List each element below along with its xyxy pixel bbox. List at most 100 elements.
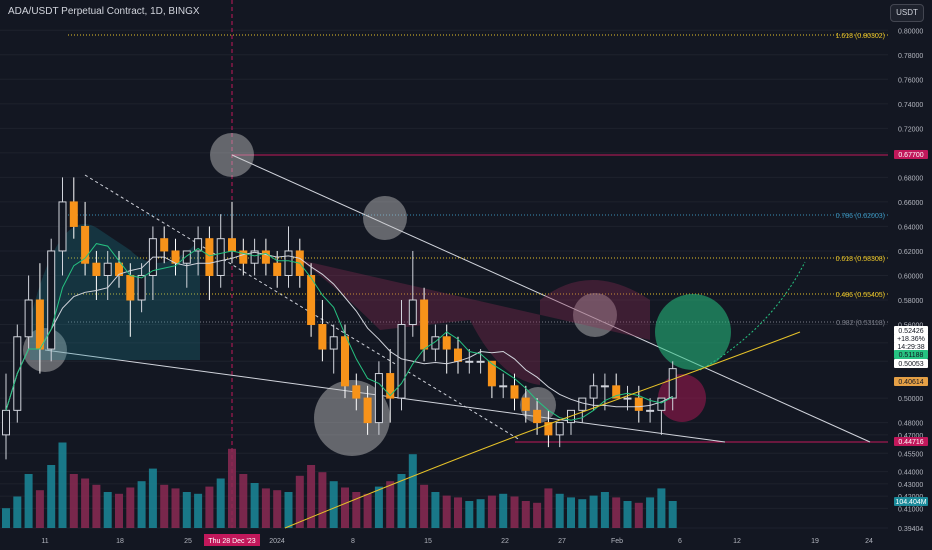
price-tick-label: 0.45500 xyxy=(898,451,923,458)
volume-bar xyxy=(408,454,417,528)
fib-labels: 1.618 (0.80302) 0.786 (0.62003) 0.618 (0.5… xyxy=(836,33,885,327)
price-tag-label: 0.44716 xyxy=(898,439,923,446)
candle-body xyxy=(228,238,236,252)
candle-body xyxy=(397,324,406,399)
candle-body xyxy=(634,397,643,411)
candle-body xyxy=(623,397,632,400)
candle-body xyxy=(420,299,429,350)
volume-bar xyxy=(250,483,259,528)
volume-bar xyxy=(646,497,655,528)
price-tag-bg xyxy=(894,377,928,386)
candle-body xyxy=(487,360,496,387)
volume-bar xyxy=(442,495,451,528)
candle-body xyxy=(137,274,146,301)
price-tag-bg xyxy=(894,437,928,446)
volume-bar xyxy=(555,493,564,528)
volume-bar xyxy=(634,502,643,528)
time-tick-label: 12 xyxy=(733,538,741,545)
volume-bar xyxy=(239,474,248,528)
volume-bar xyxy=(431,492,440,528)
candle-body xyxy=(589,385,598,399)
price-tag-label: 104.404M xyxy=(895,499,926,506)
fib-label: 0.382 (0.53118) xyxy=(836,320,885,327)
candle-body xyxy=(273,262,282,276)
volume-bar xyxy=(24,474,33,528)
candle-body xyxy=(47,250,56,350)
projection-arrow xyxy=(699,261,806,371)
price-tick-label: 0.44000 xyxy=(898,470,923,477)
price-tick-label: 0.78000 xyxy=(898,53,923,60)
price-tag-label: 0.40614 xyxy=(898,379,923,386)
price-tag-label: 14:29:38 xyxy=(897,344,924,351)
volume-bar xyxy=(81,478,90,528)
candle-body xyxy=(2,409,10,436)
time-tick-label: 15 xyxy=(424,538,432,545)
highlight-circle xyxy=(573,293,617,337)
volume-bar xyxy=(329,481,338,528)
cloud-area xyxy=(300,260,650,385)
ma-green-line xyxy=(5,243,673,421)
price-tick-label: 0.74000 xyxy=(898,102,923,109)
candle-body xyxy=(408,299,417,326)
volume-bar xyxy=(137,481,146,528)
time-tick-label: 19 xyxy=(811,538,819,545)
volume-bar xyxy=(600,492,609,528)
candle-body xyxy=(352,385,361,399)
volume-bar xyxy=(668,501,677,528)
volume-bar xyxy=(194,493,203,528)
volume-bar xyxy=(295,475,304,528)
price-tick-label: 0.76000 xyxy=(898,77,923,84)
candle-body xyxy=(329,336,338,350)
candle-body xyxy=(646,409,655,412)
currency-button[interactable]: USDT xyxy=(890,4,924,22)
volume-bar xyxy=(205,486,214,528)
volume-bar xyxy=(476,499,485,528)
volume-bar xyxy=(465,501,474,528)
volume-bar xyxy=(589,495,598,528)
price-tick-label: 0.50000 xyxy=(898,396,923,403)
candle-body xyxy=(668,368,677,399)
price-tick-label: 0.72000 xyxy=(898,126,923,133)
candle-body xyxy=(510,385,519,399)
cloud-area xyxy=(30,224,200,360)
fib-label: 0.786 (0.62003) xyxy=(836,213,885,220)
volume-bars xyxy=(2,442,677,528)
volume-bar xyxy=(363,493,372,528)
volume-bar xyxy=(657,488,666,528)
price-tick-label: 0.43000 xyxy=(898,482,923,489)
candle-body xyxy=(476,360,485,363)
candle-body xyxy=(318,324,327,350)
volume-bar xyxy=(216,478,225,528)
candle-body xyxy=(386,373,395,399)
price-tag-bg xyxy=(894,150,928,159)
candle-body xyxy=(544,422,553,436)
candle-body xyxy=(126,274,135,301)
volume-bar xyxy=(420,484,429,528)
price-tags: 0.67700 0.52426+18.36%14:29:380.51188 0.50… xyxy=(894,150,928,506)
volume-bar xyxy=(623,501,632,528)
volume-bar xyxy=(510,496,519,528)
price-tag-bg xyxy=(894,497,928,506)
price-tag-label: +18.36% xyxy=(897,336,925,343)
candle-body xyxy=(160,238,169,252)
price-tick-label: 0.62000 xyxy=(898,249,923,256)
candle-body xyxy=(341,336,349,387)
volume-bar xyxy=(284,492,293,528)
highlight-circle xyxy=(210,133,254,177)
target-circle xyxy=(655,294,731,370)
time-tick-label: 11 xyxy=(41,538,48,545)
volume-bar xyxy=(35,490,44,528)
price-tick-label: 0.64000 xyxy=(898,224,923,231)
candle-body xyxy=(182,250,191,264)
time-tick-label: 18 xyxy=(116,538,124,545)
volume-bar xyxy=(273,490,282,528)
highlight-circle xyxy=(23,328,67,372)
price-tick-label: 0.80000 xyxy=(898,28,923,35)
candle-body xyxy=(612,385,621,399)
volume-bar xyxy=(148,468,157,528)
volume-bar xyxy=(397,474,406,528)
price-tag-label: 0.67700 xyxy=(898,152,923,159)
price-tick-label: 0.66000 xyxy=(898,200,923,207)
price-tag-bg xyxy=(894,359,928,368)
